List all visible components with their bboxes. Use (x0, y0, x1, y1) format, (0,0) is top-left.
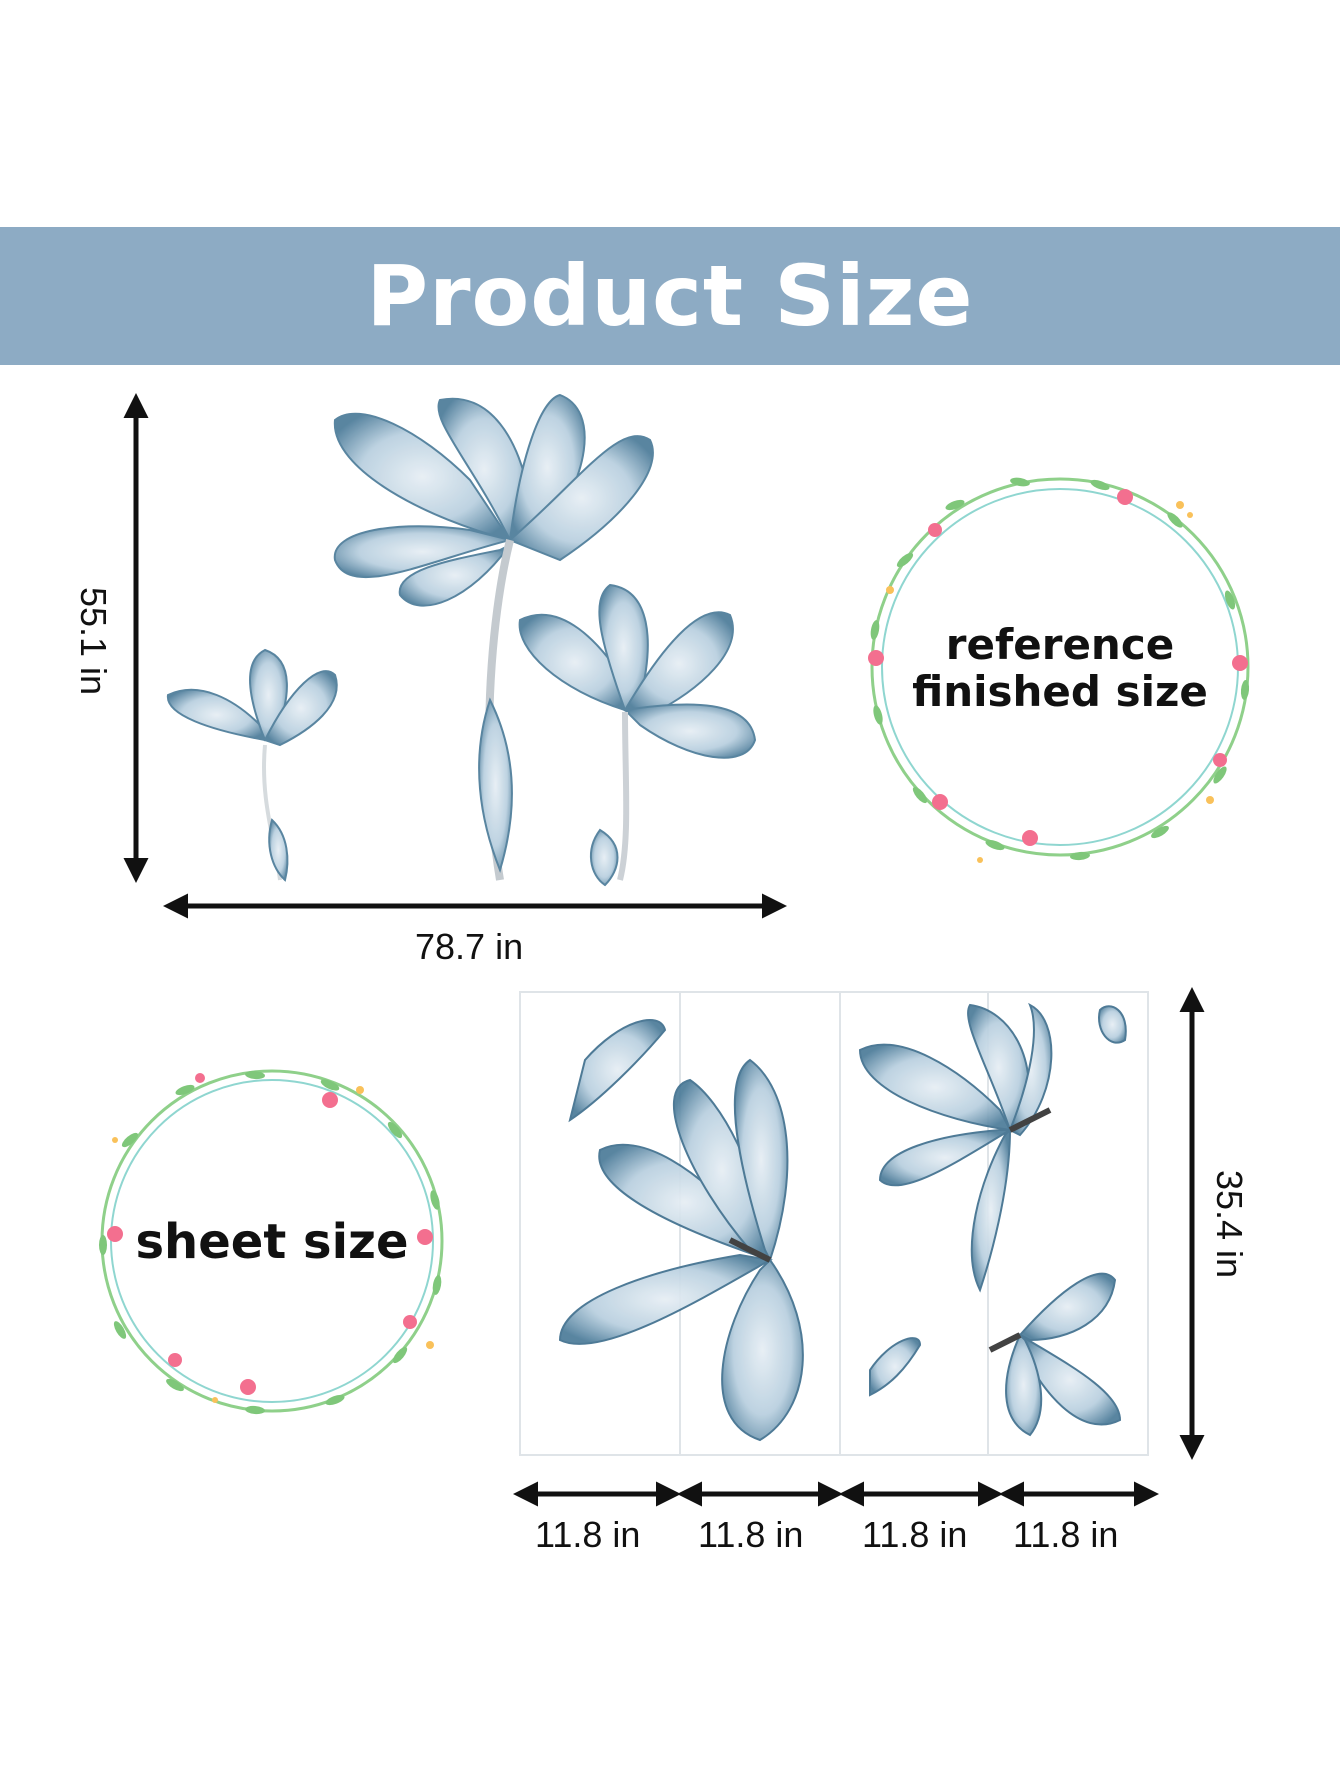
panel-4-width-label: 11.8 in (1013, 1514, 1119, 1555)
large-flower-icon (333, 393, 654, 881)
reference-wreath-line1: reference (945, 620, 1175, 669)
medium-flower-icon (518, 583, 757, 887)
banner-title: Product Size (366, 247, 974, 345)
sheet-height-label: 35.4 in (1209, 1169, 1250, 1279)
reference-wreath-icon (868, 477, 1250, 863)
panel-1-width-label: 11.8 in (535, 1514, 641, 1555)
panel-3-width-label: 11.8 in (862, 1514, 968, 1555)
finished-height-label: 55.1 in (73, 586, 114, 696)
panel-2-width-label: 11.8 in (698, 1514, 804, 1555)
reference-wreath-line2: finished size (912, 667, 1208, 716)
sheet-wreath-label: sheet size (135, 1214, 409, 1270)
sheet-wreath-icon (99, 1069, 444, 1415)
small-flower-icon (166, 648, 338, 882)
sheet-flowers-image (558, 1002, 1127, 1442)
product-size-banner: Product Size (0, 227, 1340, 365)
finished-flowers-image (166, 393, 757, 887)
finished-width-label: 78.7 in (415, 926, 524, 967)
